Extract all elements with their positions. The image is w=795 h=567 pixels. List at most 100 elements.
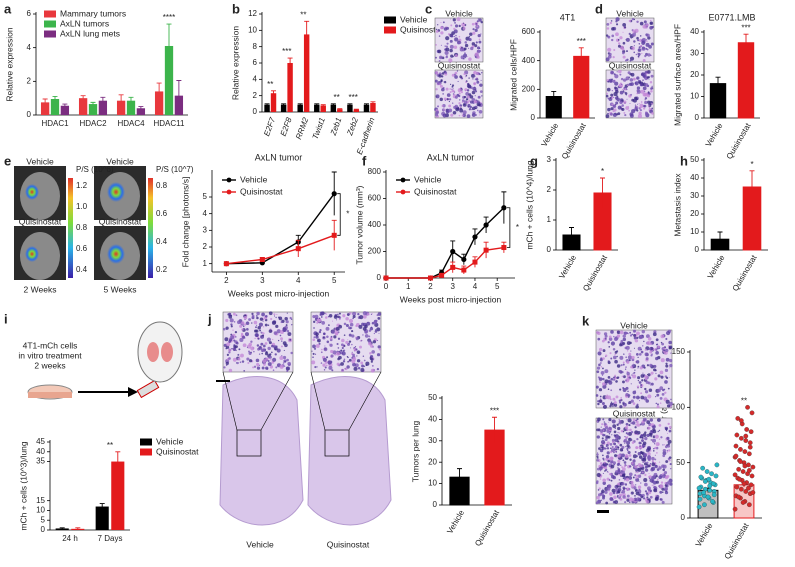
image-speck (627, 71, 631, 75)
image-speck (602, 405, 605, 407)
x-tick-label: HDAC1 (41, 119, 69, 128)
image-speck (267, 346, 271, 351)
image-speck (230, 314, 233, 317)
image-speck (631, 109, 636, 114)
image-speck (643, 396, 648, 401)
image-speck (629, 428, 632, 432)
image-speck (437, 24, 439, 26)
image-speck (315, 344, 320, 348)
image-speck (608, 78, 613, 83)
y-tick-label: 10 (36, 506, 45, 515)
image-speck (637, 39, 640, 42)
image-speck (614, 359, 618, 364)
image-speck (279, 356, 284, 361)
image-speck (617, 446, 620, 449)
image-speck (652, 429, 657, 434)
image-speck (661, 474, 666, 479)
data-point (738, 486, 744, 492)
image-speck (364, 334, 369, 338)
y-tick-label: 2 (253, 91, 258, 100)
image-speck (435, 94, 440, 99)
image-speck (655, 338, 659, 342)
image-label: Vehicle (620, 320, 648, 330)
image-speck (624, 26, 627, 29)
image-speck (351, 329, 354, 333)
image-speck (472, 28, 475, 31)
image-speck (256, 316, 259, 320)
image-speck (662, 464, 667, 469)
bar (314, 104, 320, 112)
image-speck (632, 418, 636, 422)
image-speck (609, 398, 612, 401)
image-speck (455, 107, 460, 112)
image-speck (478, 18, 482, 22)
image-speck (239, 324, 243, 328)
image-speck (650, 54, 652, 57)
bar (126, 100, 136, 115)
image-speck (615, 380, 618, 383)
marker (461, 256, 467, 263)
image-speck (287, 363, 291, 367)
image-speck (627, 355, 632, 360)
image-speck (607, 35, 611, 39)
image-speck (613, 403, 618, 407)
image-speck (351, 356, 354, 359)
image-speck (276, 348, 281, 353)
chart-title: 4T1 (560, 12, 576, 22)
image-speck (605, 354, 608, 357)
image-speck (235, 362, 238, 364)
image-speck (253, 365, 257, 368)
image-speck (622, 361, 625, 364)
image-speck (349, 322, 354, 327)
image-speck (616, 457, 618, 459)
image-speck (609, 112, 613, 116)
scale-bar (597, 510, 609, 513)
image-speck (647, 49, 649, 51)
image-speck (595, 385, 599, 389)
y-tick-label: 100 (672, 402, 686, 411)
image-speck (618, 458, 620, 460)
x-tick-label: 4 (473, 282, 478, 291)
y-tick-label: 0 (531, 113, 536, 122)
panel-label: a (4, 1, 12, 16)
image-speck (246, 346, 249, 349)
image-speck (643, 72, 646, 75)
image-speck (660, 358, 665, 363)
data-point (707, 483, 713, 489)
image-speck (626, 418, 628, 421)
image-speck (237, 357, 241, 361)
y-tick-label: 6 (27, 9, 32, 18)
lung (161, 342, 173, 362)
image-speck (665, 364, 669, 368)
error-bar (90, 101, 96, 106)
x-tick-label: 4 (296, 276, 301, 285)
significance: * (346, 210, 349, 219)
image-speck (635, 491, 640, 496)
data-point (700, 465, 706, 471)
image-speck (473, 100, 478, 104)
image-speck (376, 314, 379, 317)
data-point (742, 449, 748, 454)
image-speck (645, 334, 650, 339)
image-speck (463, 53, 468, 58)
image-speck (366, 321, 371, 326)
image-speck (651, 462, 656, 467)
image-speck (242, 335, 246, 339)
image-speck (620, 339, 624, 343)
image-speck (649, 384, 652, 386)
image-speck (644, 83, 649, 87)
colorbar-title: P/S (10^7) (156, 165, 194, 174)
image-speck (650, 382, 654, 386)
image-speck (597, 402, 600, 406)
image-speck (600, 492, 603, 495)
panel-label: j (207, 311, 212, 326)
image-speck (617, 44, 621, 48)
image-speck (668, 367, 670, 369)
image-speck (637, 114, 643, 119)
image-speck (472, 31, 476, 35)
data-point (709, 471, 714, 477)
image-speck (644, 473, 647, 477)
data-point (696, 485, 702, 491)
error-bar (353, 108, 359, 110)
image-speck (340, 362, 344, 366)
